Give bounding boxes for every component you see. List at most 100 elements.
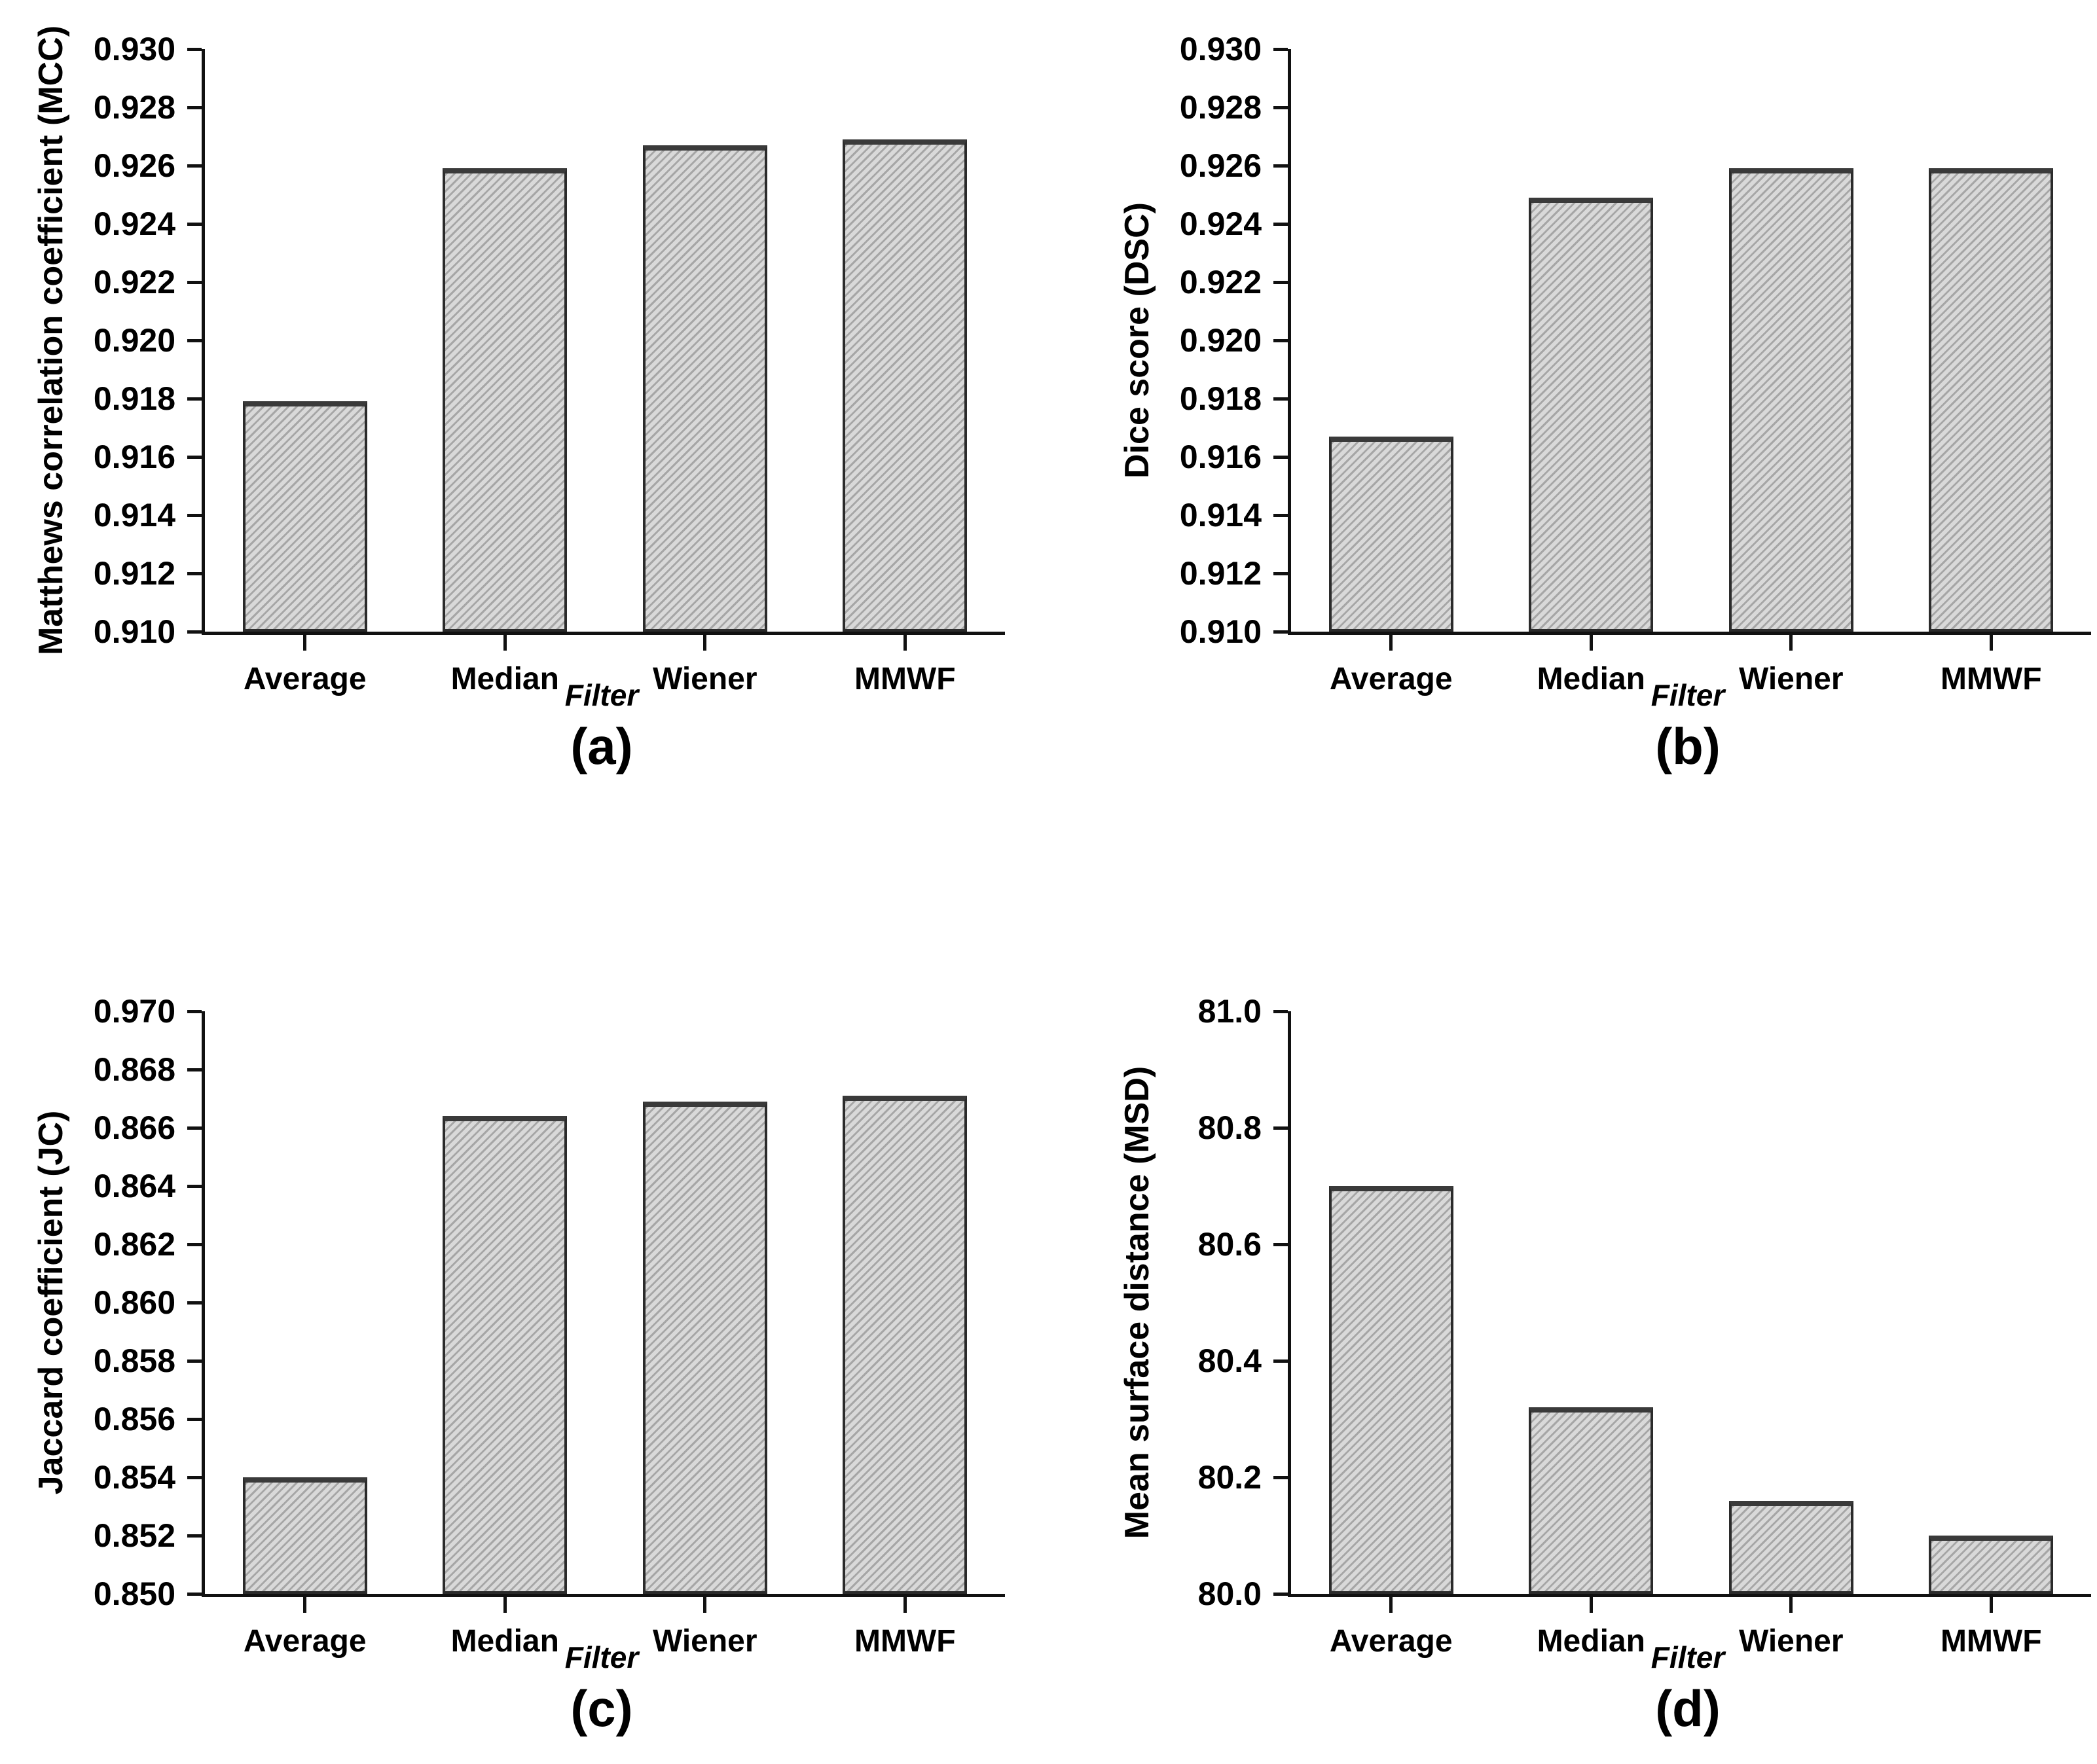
y-tick (187, 338, 202, 342)
bar-mmwf (1929, 168, 2054, 632)
y-tick-label: 0.930 (93, 31, 175, 67)
category-label-mmwf: MMWF (1940, 1624, 2042, 1659)
x-axis-title-d: Filter (1650, 1640, 1725, 1674)
panel-caption-c: (c) (570, 1680, 633, 1737)
y-tick-label: 0.928 (93, 89, 175, 126)
plot-area-a: 0.910 0.912 0.914 0.916 0.918 0.920 0.922 0.924… (94, 31, 1005, 696)
bar-mmwf (1929, 1536, 2054, 1594)
y-tick-label: 0.912 (93, 555, 175, 592)
x-tick (1989, 635, 1993, 651)
y-tick (1273, 1475, 1288, 1479)
y-tick (187, 1592, 202, 1596)
category-label-mmwf: MMWF (1940, 662, 2042, 696)
y-tick (1273, 1592, 1288, 1596)
x-tick (303, 1597, 307, 1613)
x-tick (903, 635, 907, 651)
y-tick-label: 0.910 (93, 613, 175, 650)
y-tick-label: 0.924 (93, 206, 175, 242)
y-tick (1273, 1242, 1288, 1246)
category-label-median: Median (1537, 1624, 1645, 1659)
category-label-mmwf: MMWF (854, 662, 956, 696)
y-tick-label: 0.910 (1179, 613, 1262, 650)
x-tick (903, 1597, 907, 1613)
y-tick-label: 0.926 (93, 147, 175, 184)
y-tick-label: 0.914 (93, 497, 175, 533)
panel-b: Dice score (DSC) 0.910 0.912 0.914 0.916 0.9… (1086, 0, 2097, 802)
bar-wiener (1728, 168, 1853, 632)
category-label-wiener: Wiener (1738, 1624, 1844, 1659)
panel-caption-a: (a) (570, 717, 633, 775)
y-tick-label: 0.970 (93, 993, 175, 1030)
y-tick-label: 0.928 (1179, 89, 1262, 126)
y-tick-label: 0.924 (1179, 206, 1262, 242)
x-tick (1389, 635, 1393, 651)
x-tick (703, 635, 707, 651)
y-tick (187, 513, 202, 517)
y-tick (1273, 105, 1288, 109)
y-tick-label: 0.918 (93, 380, 175, 417)
y-tick (1273, 1359, 1288, 1363)
y-tick-label: 0.922 (1179, 264, 1262, 300)
y-tick (1273, 47, 1288, 51)
y-tick (187, 1009, 202, 1013)
y-tick (187, 164, 202, 168)
y-tick-label: 0.856 (93, 1401, 175, 1437)
y-tick (187, 455, 202, 459)
bar-average (1328, 436, 1453, 632)
y-tick-label: 0.920 (1179, 322, 1262, 359)
y-tick-label: 0.920 (93, 322, 175, 359)
y-tick (187, 47, 202, 51)
y-tick (187, 1417, 202, 1421)
y-tick-label: 0.850 (93, 1575, 175, 1612)
y-tick-label: 80.0 (1197, 1575, 1262, 1612)
category-label-average: Average (1329, 662, 1453, 696)
category-label-median: Median (450, 662, 559, 696)
category-label-wiener: Wiener (652, 1624, 757, 1659)
x-tick (303, 635, 307, 651)
bar-median (443, 1116, 568, 1594)
x-axis-title-b: Filter (1650, 678, 1725, 712)
y-tick-label: 80.6 (1197, 1226, 1262, 1263)
panel-d: Mean surface distance (MSD) 80.0 80.2 80.4… (1086, 962, 2097, 1764)
panel-a: Matthews correlation coefficient (MCC) 0… (0, 0, 1011, 802)
category-label-average: Average (243, 1624, 367, 1659)
category-label-wiener: Wiener (652, 662, 757, 696)
plot-area-b: 0.910 0.912 0.914 0.916 0.918 0.920 0.922 0.924… (1180, 31, 2091, 696)
y-tick (1273, 164, 1288, 168)
y-tick (1273, 280, 1288, 284)
y-tick (1273, 630, 1288, 634)
y-tick (1273, 338, 1288, 342)
y-tick-label: 0.864 (93, 1168, 175, 1204)
y-tick (1273, 1126, 1288, 1130)
y-tick (187, 630, 202, 634)
bar-mmwf (843, 1096, 968, 1594)
bar-wiener (642, 145, 767, 632)
y-tick (187, 222, 202, 226)
y-tick-label: 0.868 (93, 1051, 175, 1088)
y-tick-label: 0.858 (93, 1342, 175, 1379)
y-tick (187, 1301, 202, 1305)
bar-median (1529, 1407, 1654, 1594)
panel-caption-b: (b) (1655, 717, 1721, 775)
panel-c: Jaccard coefficient (JC) 0.850 0.852 0.854… (0, 962, 1011, 1764)
y-tick (1273, 513, 1288, 517)
bar-mmwf (843, 139, 968, 632)
y-tick-label: 80.8 (1197, 1109, 1262, 1146)
y-tick (187, 1184, 202, 1188)
y-tick-label: 0.914 (1179, 497, 1262, 533)
y-tick (187, 1475, 202, 1479)
y-tick (1273, 397, 1288, 401)
category-label-mmwf: MMWF (854, 1624, 956, 1659)
y-tick-label: 0.862 (93, 1226, 175, 1263)
y-tick (1273, 222, 1288, 226)
x-axis-title-a: Filter (564, 678, 639, 712)
bar-average (242, 1477, 367, 1594)
x-tick (1989, 1597, 1993, 1613)
x-axis-title-c: Filter (564, 1640, 639, 1674)
x-tick (1389, 1597, 1393, 1613)
category-label-median: Median (1537, 662, 1645, 696)
y-tick-label: 80.2 (1197, 1459, 1262, 1496)
y-tick-label: 0.916 (1179, 439, 1262, 475)
bar-wiener (1728, 1500, 1853, 1594)
y-tick-label: 0.922 (93, 264, 175, 300)
